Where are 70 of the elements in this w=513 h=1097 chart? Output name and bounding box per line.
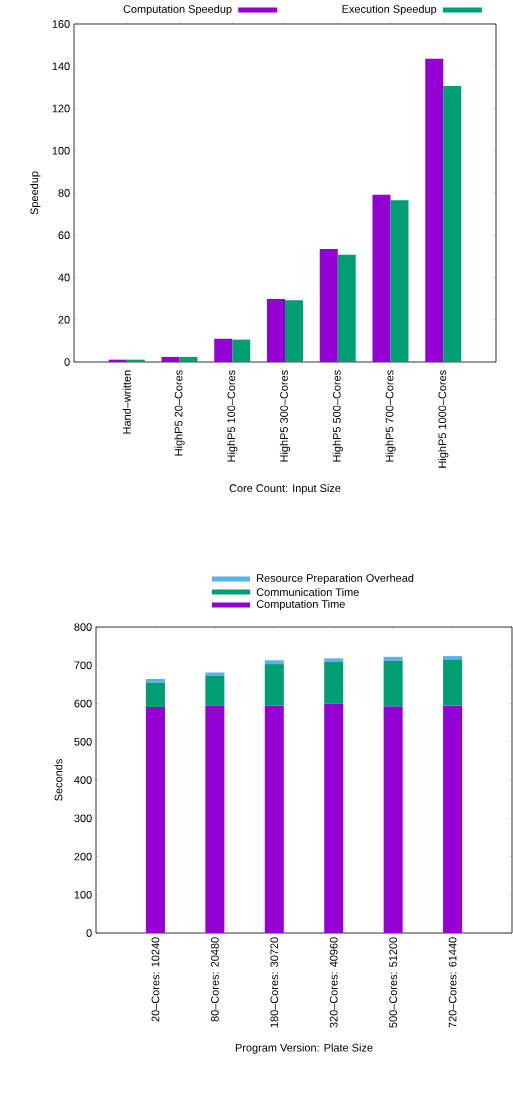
y-axis-title: Speedup bbox=[30, 171, 41, 215]
bar bbox=[443, 85, 462, 362]
y-tick-label: 120 bbox=[52, 104, 70, 113]
y-tick-label: 500 bbox=[74, 737, 92, 746]
x-tick-label: 180–Cores: 30720 bbox=[270, 937, 279, 1028]
y-tick-label: 200 bbox=[74, 852, 92, 861]
x-tick-label: HighP5 1000–Cores bbox=[438, 370, 449, 468]
y-tick-label: 80 bbox=[58, 189, 70, 197]
x-tick-label: 20–Cores: 10240 bbox=[151, 937, 160, 1022]
y-tick-label: 700 bbox=[74, 661, 92, 670]
x-tick-label: HighP5 100–Cores bbox=[227, 370, 238, 462]
bar bbox=[324, 661, 344, 704]
y-tick-label: 0 bbox=[86, 929, 92, 937]
x-tick-label: HighP5 500–Cores bbox=[332, 370, 343, 462]
bar bbox=[443, 659, 463, 706]
y-tick-label: 100 bbox=[74, 890, 92, 899]
x-tick-label: 720–Cores: 61440 bbox=[448, 937, 457, 1028]
bar bbox=[383, 706, 403, 933]
legend-label: Communication Time bbox=[256, 587, 359, 597]
y-tick-label: 160 bbox=[52, 20, 70, 28]
bar bbox=[264, 664, 284, 706]
y-tick-label: 100 bbox=[52, 146, 70, 155]
x-tick-label: HighP5 700–Cores bbox=[385, 370, 396, 462]
bar bbox=[267, 299, 285, 362]
bar bbox=[443, 656, 463, 660]
bar bbox=[443, 705, 463, 933]
bar bbox=[161, 356, 180, 362]
x-tick-label: 80–Cores: 20480 bbox=[210, 937, 219, 1022]
y-tick-label: 140 bbox=[52, 62, 70, 71]
y-tick-label: 300 bbox=[74, 814, 92, 823]
legend-label: Computation Time bbox=[256, 599, 345, 611]
x-tick-label: 320–Cores: 40960 bbox=[329, 937, 338, 1028]
bar bbox=[285, 300, 303, 362]
bar bbox=[145, 682, 165, 707]
x-tick-label: 500–Cores: 51200 bbox=[389, 937, 398, 1028]
bar bbox=[145, 679, 165, 683]
x-axis-title: Program Version: Plate Size bbox=[235, 1043, 373, 1054]
bar bbox=[145, 706, 165, 933]
y-tick-label: 600 bbox=[74, 699, 92, 708]
legend-label: Resource Preparation Overhead bbox=[257, 573, 414, 585]
y-tick-label: 60 bbox=[58, 231, 70, 240]
x-tick-label: HighP5 300–Cores bbox=[279, 370, 291, 462]
y-tick-label: 0 bbox=[64, 358, 70, 366]
bar bbox=[324, 703, 344, 933]
bar bbox=[383, 656, 403, 661]
y-tick-label: 400 bbox=[74, 776, 92, 784]
bar bbox=[264, 705, 284, 933]
y-tick-label: 800 bbox=[74, 623, 92, 631]
x-tick-label: HighP5 20–Cores bbox=[174, 370, 185, 456]
y-tick-label: 20 bbox=[58, 315, 70, 324]
legend-label: Execution Speedup bbox=[342, 4, 437, 16]
y-tick-label: 40 bbox=[58, 273, 70, 282]
bar bbox=[324, 658, 344, 662]
bar bbox=[390, 200, 409, 362]
bar bbox=[383, 660, 403, 707]
bar bbox=[264, 660, 284, 665]
bar bbox=[372, 194, 391, 362]
bar bbox=[337, 254, 356, 362]
bar bbox=[319, 248, 338, 362]
bar bbox=[214, 338, 233, 362]
bar bbox=[425, 58, 444, 362]
legend-label: Computation Speedup bbox=[123, 4, 232, 16]
bar bbox=[232, 339, 251, 362]
x-tick-label: Hand–written bbox=[122, 370, 131, 434]
bar bbox=[205, 675, 225, 706]
x-axis-title: Core Count: Input Size bbox=[229, 484, 341, 495]
bar bbox=[205, 672, 225, 676]
bar bbox=[179, 356, 198, 362]
bar bbox=[205, 705, 225, 933]
y-axis-title: Seconds bbox=[54, 759, 63, 801]
